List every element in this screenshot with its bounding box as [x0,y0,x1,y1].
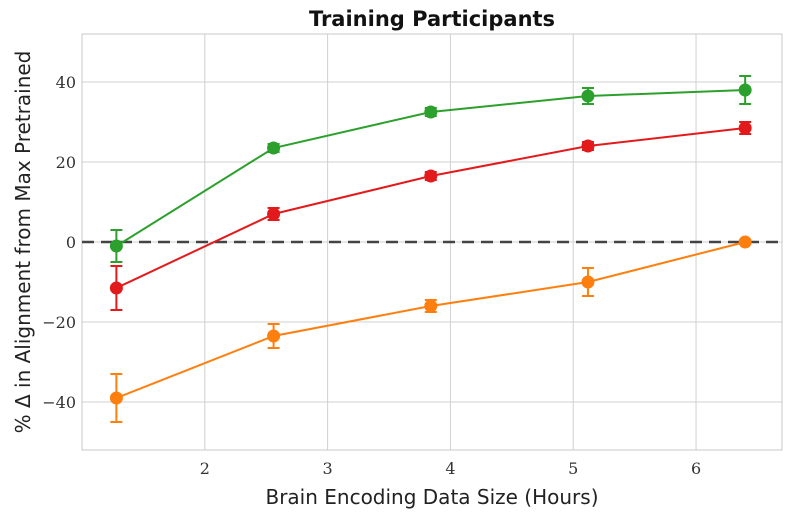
data-point [738,235,752,249]
data-point [581,89,595,103]
y-tick-label: −40 [42,393,76,412]
series-1 [109,75,752,263]
data-point [109,281,123,295]
data-point [267,141,281,155]
chart-title: Training Participants [309,7,555,31]
data-point [424,169,438,183]
y-tick-label: 20 [56,153,76,172]
data-point [267,207,281,221]
y-axis-label: % Δ in Alignment from Max Pretrained [11,51,35,434]
y-tick-label: −20 [42,313,76,332]
data-point [109,391,123,405]
data-point [581,275,595,289]
data-point [424,105,438,119]
series-2 [109,121,752,311]
y-tick-label: 0 [66,233,76,252]
data-point [424,299,438,313]
data-point [738,83,752,97]
y-tick-label: 40 [56,73,76,92]
series-3 [109,235,752,423]
series-layer [109,75,752,423]
x-tick-label: 2 [200,459,210,478]
x-tick-label: 6 [691,459,701,478]
data-point [581,139,595,153]
x-tick-label: 4 [445,459,455,478]
y-ticks: −40 −20 0 20 40 [42,73,76,412]
x-axis-label: Brain Encoding Data Size (Hours) [265,485,598,509]
series-line [115,127,746,289]
x-ticks: 2 3 4 5 6 [200,459,701,478]
x-tick-label: 5 [568,459,578,478]
series-line [116,241,746,399]
data-point [267,329,281,343]
data-point [738,121,752,135]
x-tick-label: 3 [323,459,333,478]
data-point [109,239,123,253]
